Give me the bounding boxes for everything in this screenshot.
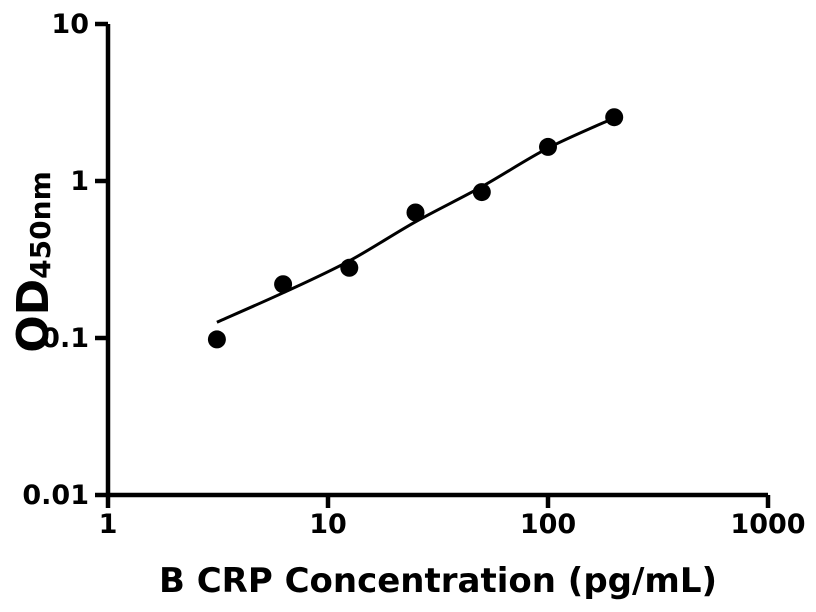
y-tick-label: 0.01: [22, 480, 89, 511]
ticks-layer: 1 10 100 1000 0.01 0.1 1 10: [22, 9, 805, 540]
x-tick-label: 1000: [730, 509, 805, 540]
data-point: [605, 108, 624, 127]
data-point: [340, 258, 359, 277]
x-tick-label: 10: [309, 509, 347, 540]
x-tick-label: 100: [520, 509, 576, 540]
y-axis-title: OD450nm: [8, 171, 59, 353]
y-axis-title-subscript: 450nm: [24, 171, 57, 279]
points-layer: [207, 108, 624, 349]
x-tick-label: 1: [99, 509, 118, 540]
data-point: [539, 137, 557, 156]
data-point: [406, 203, 425, 222]
x-axis-title: B CRP Concentration (pg/mL): [159, 561, 717, 601]
axes-layer: [105, 24, 768, 498]
y-axis-title-main: OD: [8, 279, 59, 353]
y-tick-label: 1: [70, 166, 89, 197]
y-tick-label: 10: [51, 9, 89, 40]
data-point: [472, 183, 491, 202]
y-tick-label: 0.1: [41, 323, 89, 354]
data-point: [207, 330, 226, 349]
data-point: [274, 275, 293, 294]
